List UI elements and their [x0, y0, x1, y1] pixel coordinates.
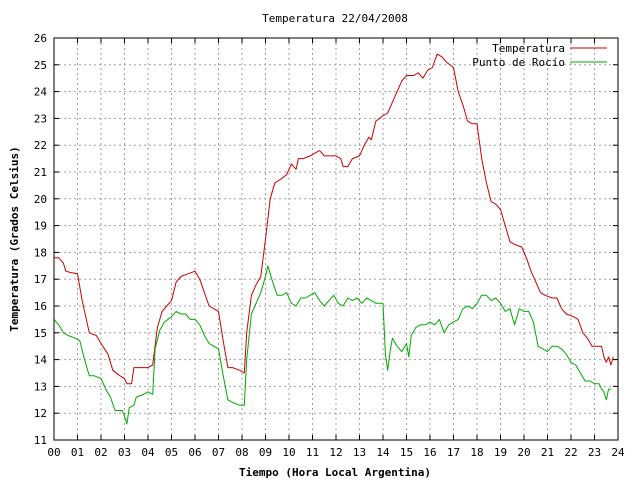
x-tick-label: 09: [259, 446, 272, 459]
y-tick-label: 16: [34, 300, 47, 313]
legend: Temperatura Punto de Rocío: [472, 42, 607, 69]
x-tick-label: 04: [141, 446, 155, 459]
x-tick-label: 00: [47, 446, 60, 459]
x-tick-label: 23: [588, 446, 601, 459]
series-line-0: [54, 53, 614, 385]
y-axis-label: Temperatura (Grados Celsius): [8, 146, 21, 331]
y-tick-label: 26: [34, 32, 47, 45]
series-lines: [53, 53, 614, 425]
x-tick-label: 06: [188, 446, 201, 459]
x-tick-label: 22: [564, 446, 577, 459]
y-tick-label: 18: [34, 246, 47, 259]
x-tick-labels: 00 01 02 03 04 05 06 07 08 09 10 11 12 13 14 15 16 17 18 19…: [47, 446, 625, 459]
axis-ticks: [53, 37, 619, 441]
x-tick-label: 14: [376, 446, 390, 459]
x-tick-label: 17: [447, 446, 460, 459]
y-tick-label: 24: [34, 86, 48, 99]
x-tick-label: 10: [282, 446, 295, 459]
y-tick-label: 19: [34, 220, 47, 233]
x-tick-label: 07: [212, 446, 225, 459]
x-tick-label: 11: [306, 446, 319, 459]
x-tick-label: 08: [235, 446, 248, 459]
y-tick-label: 17: [34, 273, 47, 286]
x-tick-label: 24: [611, 446, 625, 459]
y-tick-label: 12: [34, 407, 47, 420]
grid-lines: [54, 38, 618, 440]
y-tick-labels: 11 12 13 14 15 16 17 18 19 20 21 22 23 24 25 26: [34, 32, 48, 447]
x-tick-label: 16: [423, 446, 436, 459]
chart-title: Temperatura 22/04/2008: [262, 12, 408, 25]
series-line-1: [53, 265, 611, 425]
y-tick-label: 21: [34, 166, 47, 179]
x-tick-label: 13: [353, 446, 366, 459]
y-tick-label: 22: [34, 139, 47, 152]
x-tick-label: 03: [118, 446, 131, 459]
legend-label-temperatura: Temperatura: [492, 42, 565, 55]
y-tick-label: 11: [34, 434, 47, 447]
y-tick-label: 13: [34, 380, 47, 393]
x-tick-label: 12: [329, 446, 342, 459]
x-tick-label: 20: [517, 446, 530, 459]
y-tick-label: 20: [34, 193, 47, 206]
x-tick-label: 02: [94, 446, 107, 459]
x-tick-label: 01: [71, 446, 84, 459]
y-tick-label: 25: [34, 59, 47, 72]
x-tick-label: 18: [470, 446, 483, 459]
y-tick-label: 15: [34, 327, 47, 340]
legend-label-punto-de-rocio: Punto de Rocío: [472, 56, 565, 69]
x-tick-label: 15: [400, 446, 413, 459]
y-tick-label: 14: [34, 354, 48, 367]
y-tick-label: 23: [34, 112, 47, 125]
x-tick-label: 05: [165, 446, 178, 459]
plot-frame: [53, 37, 619, 441]
x-axis-label: Tiempo (Hora Local Argentina): [239, 466, 431, 479]
x-tick-label: 19: [494, 446, 507, 459]
x-tick-label: 21: [541, 446, 554, 459]
